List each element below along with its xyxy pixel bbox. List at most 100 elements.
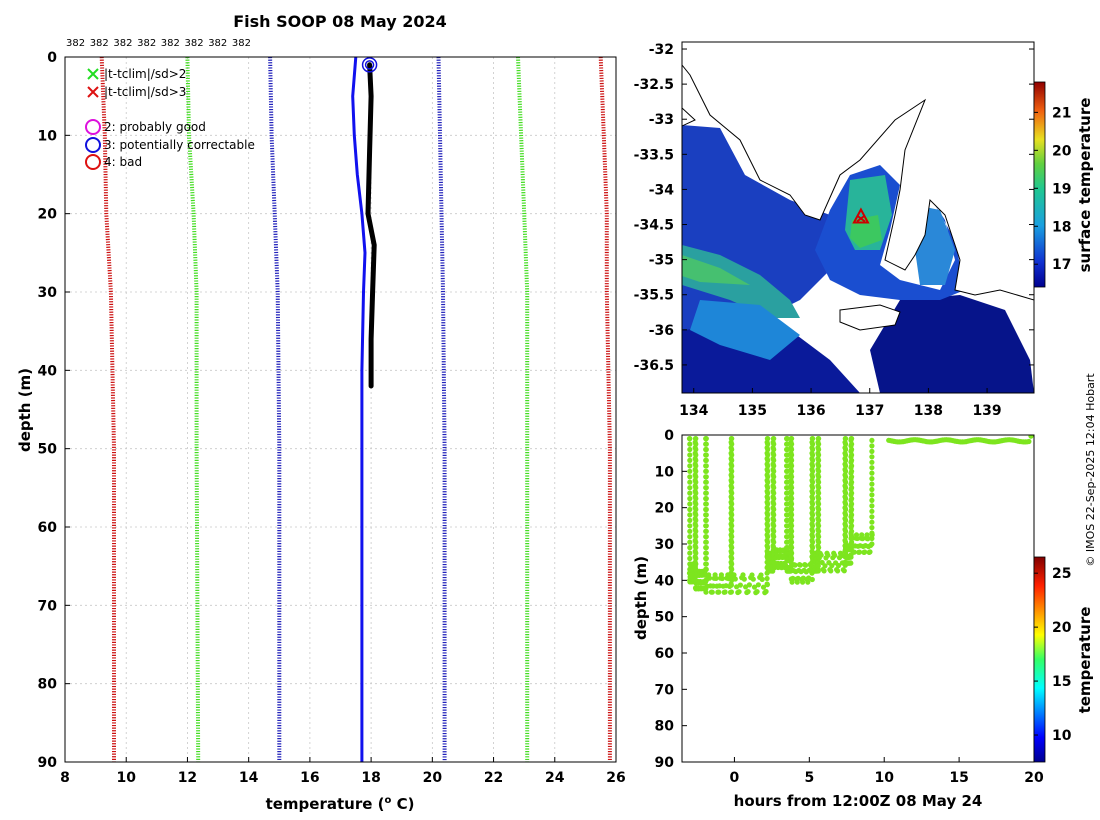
- profile-ticks: 8 10 12 14 16 18 20 22 24 26 0 10 20 30 40 50 60 70 80 90: [38, 50, 626, 786]
- depth-sample-point: [728, 589, 735, 595]
- depth-sample-point: [771, 523, 777, 529]
- depth-sample-point: [843, 452, 849, 458]
- depth-sample-point: [703, 490, 709, 496]
- depth-sample-point: [869, 525, 875, 531]
- x-tick-label: 18: [361, 770, 380, 786]
- depth-sample-point: [789, 512, 795, 518]
- depth-sample-point: [693, 463, 699, 469]
- depth-sample-point: [765, 517, 771, 524]
- depth-sample-point: [703, 512, 709, 518]
- depth-sample-point: [816, 490, 822, 496]
- depth-sample-point: [750, 576, 756, 582]
- depth-sample-point: [849, 490, 855, 496]
- depth-sample-point: [729, 474, 735, 480]
- depth-sample-point: [716, 589, 722, 595]
- depth-sample-point: [759, 576, 765, 583]
- depth-sample-point: [818, 552, 824, 558]
- x-tick-label: 16: [300, 770, 319, 786]
- depth-sample-point: [789, 534, 795, 540]
- sst-colorbar-tick-label: 19: [1052, 181, 1071, 197]
- depth-sample-point: [765, 485, 771, 491]
- depth-sample-point: [789, 539, 795, 545]
- depth-sample-point: [687, 506, 693, 513]
- x-tick-label: 10: [116, 770, 136, 786]
- y-tick-label: 90: [38, 755, 58, 771]
- y-tick-label: 0: [47, 50, 57, 66]
- depth-sample-point: [703, 441, 709, 447]
- depth-sample-point: [816, 523, 822, 529]
- dt-y-tick-label: 0: [664, 428, 674, 444]
- depth-sample-point: [703, 496, 709, 502]
- depth-sample-point: [687, 452, 693, 458]
- legend-x-marker: [87, 68, 99, 80]
- depth-sample-point: [789, 555, 795, 562]
- legend-entry-label: |t-tclim|/sd>3: [104, 85, 186, 99]
- depth-sample-point: [816, 539, 822, 545]
- depth-sample-point: [835, 562, 842, 569]
- flag-marker-outer: [361, 57, 378, 73]
- depth-sample-point: [703, 555, 709, 562]
- depth-sample-point: [703, 463, 709, 469]
- depth-sample-point: [771, 506, 777, 513]
- top-count-label: 382: [161, 38, 180, 49]
- depth-sample-point: [821, 568, 827, 574]
- map-field: [682, 42, 1034, 393]
- depth-sample-point: [693, 534, 699, 540]
- map-y-tick-label: -32: [649, 42, 674, 58]
- depth-sample-point: [849, 441, 855, 447]
- top-count-label: 382: [137, 38, 156, 49]
- depth-sample-point: [729, 539, 735, 545]
- depth-sample-point: [816, 506, 822, 513]
- depth-sample-point: [816, 496, 822, 502]
- depth-sample-point: [693, 523, 699, 529]
- depth-sample-point: [703, 545, 709, 551]
- depth-sample-point: [869, 486, 875, 493]
- map-ticks: 134 135 136 137 138 139 -32 -32.5 -33 -33.5 -34 -34…: [634, 42, 1034, 419]
- legend-circle-marker: [85, 137, 101, 153]
- depth-sample-point: [713, 575, 719, 582]
- map-x-tick-label: 137: [855, 403, 884, 419]
- depth-sample-point: [810, 528, 816, 534]
- depth-sample-point: [849, 485, 855, 491]
- depth-time-chart: 0 5 10 15 20 0 10 20 30 40 50 60 70 80 90 hours from 1…: [632, 428, 1094, 810]
- depth-sample-point: [746, 582, 753, 588]
- depth-sample-point: [703, 534, 709, 540]
- depth-sample-point: [693, 496, 699, 502]
- depth-sample-point: [693, 479, 699, 485]
- dt-y-tick-label: 40: [655, 573, 675, 589]
- y-tick-label: 30: [38, 285, 58, 301]
- depth-sample-point: [771, 479, 777, 485]
- depth-sample-point: [810, 490, 816, 496]
- depth-sample-point: [719, 575, 725, 582]
- depth-sample-point: [693, 436, 699, 442]
- depth-sample-point: [765, 534, 771, 540]
- series-profile-blue: [351, 57, 367, 762]
- depth-sample-point: [765, 539, 771, 545]
- top-count-label: 382: [90, 38, 109, 49]
- depth-sample-point: [869, 503, 875, 509]
- depth-sample-point: [849, 463, 855, 469]
- depth-sample-point: [693, 485, 699, 491]
- depth-sample-point: [816, 463, 822, 469]
- depth-sample-point: [703, 436, 709, 442]
- depth-sample-point: [703, 485, 709, 491]
- depth-sample-point: [693, 550, 699, 556]
- depth-sample-point: [703, 589, 709, 595]
- depth-sample-point: [869, 470, 875, 476]
- depth-sample-point: [843, 446, 849, 453]
- depth-sample-point: [849, 506, 855, 513]
- depth-sample-point: [765, 490, 771, 496]
- sst-patch-offshore-cyan: [690, 300, 800, 360]
- depth-sample-point: [789, 501, 795, 507]
- depth-sample-point: [792, 562, 798, 568]
- depth-sample-point: [703, 446, 709, 453]
- depth-sample-point: [771, 517, 777, 524]
- depth-sample-point: [771, 474, 777, 480]
- depth-sample-point: [810, 506, 816, 513]
- t-colorbar-tick-label: 20: [1052, 620, 1072, 636]
- depth-sample-point: [789, 517, 795, 524]
- depth-sample-point: [849, 452, 855, 458]
- depth-sample-point: [789, 528, 795, 534]
- depth-sample-point: [687, 436, 693, 442]
